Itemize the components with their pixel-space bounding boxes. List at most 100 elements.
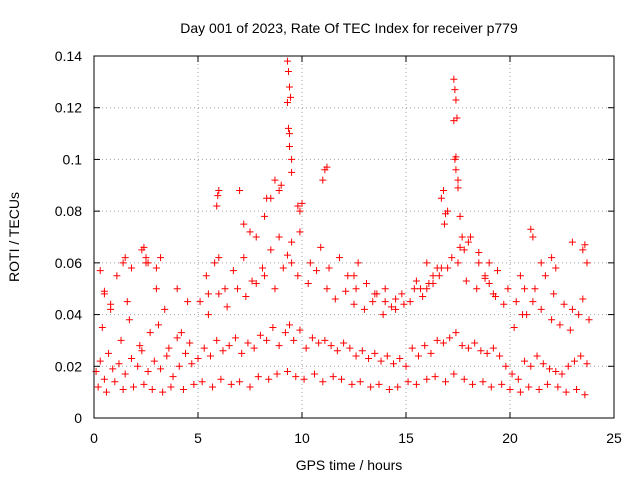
- data-point: [173, 334, 181, 342]
- data-point: [105, 349, 113, 357]
- data-point: [543, 380, 551, 388]
- data-point: [342, 287, 350, 295]
- data-point: [275, 233, 283, 241]
- data-point: [454, 259, 462, 267]
- data-point: [306, 259, 314, 267]
- data-point: [552, 367, 560, 375]
- data-point: [383, 352, 391, 360]
- data-point: [583, 259, 591, 267]
- data-point: [568, 238, 576, 246]
- data-point: [512, 298, 520, 306]
- data-point: [558, 370, 566, 378]
- data-point: [127, 264, 135, 272]
- data-point: [452, 153, 460, 161]
- data-point: [107, 300, 115, 308]
- data-point: [231, 334, 239, 342]
- data-point: [529, 233, 537, 241]
- data-point: [136, 342, 144, 350]
- data-point: [350, 272, 358, 280]
- data-point: [541, 272, 549, 280]
- data-point: [516, 388, 524, 396]
- data-point: [335, 254, 343, 262]
- data-point: [552, 264, 560, 272]
- data-point: [446, 334, 454, 342]
- y-tick-label: 0.12: [55, 100, 82, 116]
- data-point: [284, 68, 292, 76]
- data-point: [287, 93, 295, 101]
- data-point: [417, 285, 425, 293]
- chart-title: Day 001 of 2023, Rate Of TEC Index for r…: [180, 20, 518, 36]
- data-point: [360, 305, 368, 313]
- y-tick-label: 0: [74, 410, 82, 426]
- data-point: [340, 339, 348, 347]
- data-point: [427, 349, 435, 357]
- data-point: [209, 383, 217, 391]
- data-point: [381, 285, 389, 293]
- data-point: [313, 267, 321, 275]
- data-point: [564, 362, 572, 370]
- data-point: [271, 285, 279, 293]
- data-point: [215, 254, 223, 262]
- data-point: [452, 96, 460, 104]
- data-point: [412, 380, 420, 388]
- data-point: [379, 311, 387, 319]
- data-point: [358, 347, 366, 355]
- data-point: [138, 347, 146, 355]
- data-point: [121, 370, 129, 378]
- data-point: [392, 305, 400, 313]
- y-tick-label: 0.08: [55, 203, 82, 219]
- data-point: [142, 254, 150, 262]
- data-point: [271, 176, 279, 184]
- data-point: [460, 375, 468, 383]
- data-point: [100, 375, 108, 383]
- data-point: [206, 352, 214, 360]
- data-point: [217, 375, 225, 383]
- data-point: [119, 386, 127, 394]
- data-point: [296, 326, 304, 334]
- data-point: [202, 272, 210, 280]
- data-point: [111, 378, 119, 386]
- data-point: [429, 280, 437, 288]
- data-point: [211, 259, 219, 267]
- data-point: [186, 339, 194, 347]
- data-point: [117, 336, 125, 344]
- data-point: [396, 355, 404, 363]
- data-point: [273, 370, 281, 378]
- data-point: [288, 238, 296, 246]
- data-point: [562, 388, 570, 396]
- data-point: [537, 259, 545, 267]
- data-point: [252, 280, 260, 288]
- data-point: [269, 324, 277, 331]
- data-point: [296, 207, 304, 215]
- data-point: [581, 391, 589, 399]
- data-point: [494, 267, 502, 275]
- data-point: [94, 383, 102, 391]
- data-point: [485, 280, 493, 288]
- data-point: [381, 298, 389, 306]
- data-point: [261, 272, 269, 280]
- data-point: [286, 83, 294, 91]
- data-point: [256, 331, 264, 339]
- data-point: [214, 192, 222, 200]
- data-point: [346, 344, 354, 352]
- data-point: [583, 360, 591, 368]
- data-point: [548, 316, 556, 324]
- data-point: [283, 367, 291, 375]
- data-point: [234, 285, 242, 293]
- data-point: [450, 370, 458, 378]
- data-point: [429, 272, 437, 280]
- data-point: [281, 329, 289, 337]
- data-point: [485, 259, 493, 267]
- data-point: [398, 290, 406, 298]
- data-point: [148, 386, 156, 394]
- data-point: [554, 383, 562, 391]
- data-point: [560, 300, 568, 308]
- data-point: [408, 344, 416, 352]
- data-point: [319, 176, 327, 184]
- data-point: [487, 383, 495, 391]
- data-points: [92, 57, 593, 399]
- data-point: [244, 339, 252, 347]
- data-point: [387, 303, 395, 311]
- data-point: [354, 259, 362, 267]
- data-point: [300, 375, 308, 383]
